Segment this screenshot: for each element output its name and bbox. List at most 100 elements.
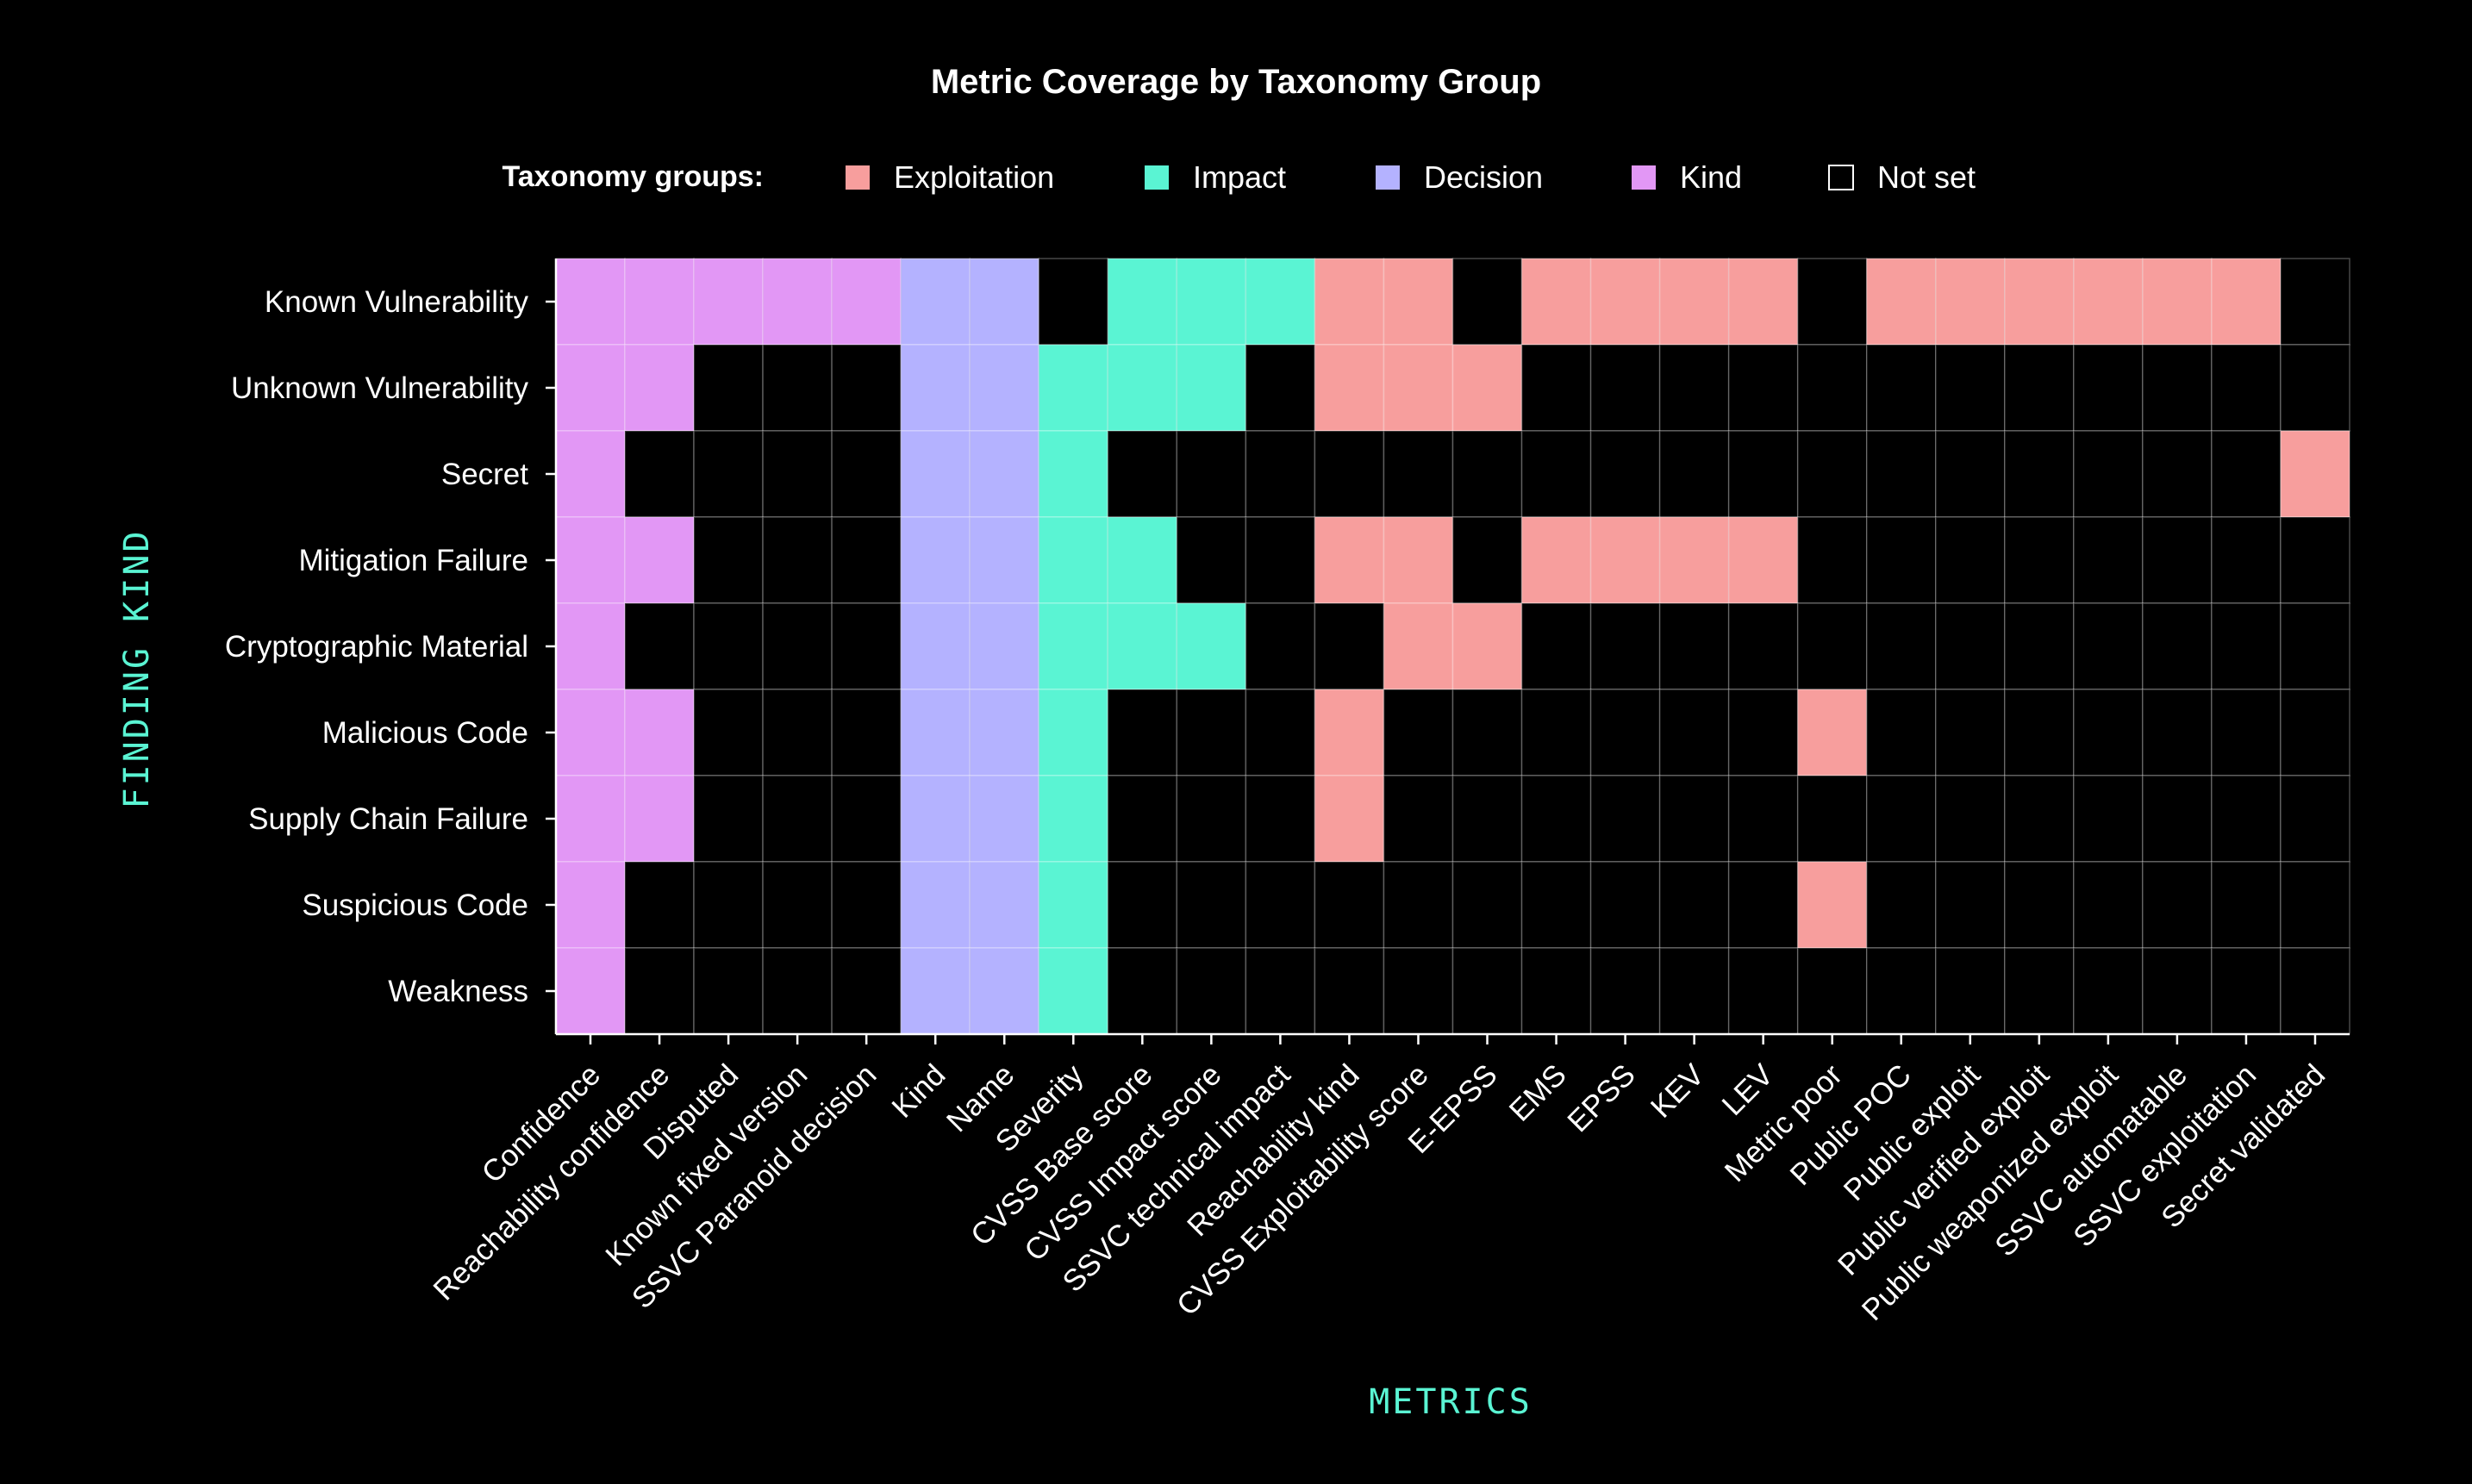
cell-known-vulnerability-ssvc-automatable: [2142, 258, 2213, 346]
axes: [546, 259, 2350, 1044]
row-label-suspicious-code: Suspicious Code: [302, 889, 528, 922]
cell-known-vulnerability-kev: [1658, 258, 1730, 346]
cell-mitigation-failure-reachability-confidence: [624, 516, 695, 604]
cell-known-vulnerability-cvss-base-score: [1107, 258, 1178, 346]
cell-weakness-ssvc-exploitation: [2211, 947, 2282, 1035]
row-label-weakness: Weakness: [388, 975, 528, 1008]
cell-cryptographic-material-kind: [900, 602, 971, 690]
cell-weakness-ssvc-paranoid-decision: [831, 947, 902, 1035]
cell-suspicious-code-severity: [1038, 861, 1109, 949]
cell-secret-metric-poor: [1796, 430, 1868, 518]
cell-supply-chain-failure-known-fixed-version: [762, 775, 833, 863]
cell-known-vulnerability-known-fixed-version: [762, 258, 833, 346]
cell-known-vulnerability-kind: [900, 258, 971, 346]
cell-supply-chain-failure-name: [969, 775, 1040, 863]
column-label-ems: EMS: [1503, 1058, 1573, 1128]
cell-known-vulnerability-reachability-confidence: [624, 258, 695, 346]
legend-label-not-set: Not set: [1877, 159, 1976, 195]
cell-suspicious-code-public-poc: [1865, 861, 1937, 949]
cell-malicious-code-e-epss: [1451, 689, 1523, 776]
cell-unknown-vulnerability-public-poc: [1865, 344, 1937, 432]
y-axis-title: FINDING KIND: [117, 529, 157, 809]
cell-suspicious-code-e-epss: [1451, 861, 1523, 949]
cell-supply-chain-failure-public-poc: [1865, 775, 1937, 863]
cell-weakness-e-epss: [1451, 947, 1523, 1035]
cell-mitigation-failure-severity: [1038, 516, 1109, 604]
cell-cryptographic-material-ssvc-exploitation: [2211, 602, 2282, 690]
cell-mitigation-failure-epss: [1589, 516, 1661, 604]
cell-cryptographic-material-ssvc-automatable: [2142, 602, 2213, 690]
cell-weakness-ssvc-technical-impact: [1245, 947, 1316, 1035]
cell-unknown-vulnerability-ssvc-exploitation: [2211, 344, 2282, 432]
cell-supply-chain-failure-reachability-kind: [1314, 775, 1385, 863]
cell-mitigation-failure-secret-validated: [2280, 516, 2350, 604]
cell-secret-confidence: [555, 430, 626, 518]
cell-suspicious-code-epss: [1589, 861, 1661, 949]
cell-suspicious-code-reachability-confidence: [624, 861, 695, 949]
cell-weakness-disputed: [693, 947, 764, 1035]
cell-mitigation-failure-kev: [1658, 516, 1730, 604]
cell-malicious-code-ems: [1520, 689, 1592, 776]
cell-unknown-vulnerability-reachability-confidence: [624, 344, 695, 432]
cell-malicious-code-kind: [900, 689, 971, 776]
cell-unknown-vulnerability-kev: [1658, 344, 1730, 432]
cell-suspicious-code-public-exploit: [1935, 861, 2006, 949]
cell-suspicious-code-secret-validated: [2280, 861, 2350, 949]
cell-unknown-vulnerability-metric-poor: [1796, 344, 1868, 432]
row-label-malicious-code: Malicious Code: [322, 716, 528, 750]
cell-unknown-vulnerability-epss: [1589, 344, 1661, 432]
cell-unknown-vulnerability-disputed: [693, 344, 764, 432]
cell-malicious-code-known-fixed-version: [762, 689, 833, 776]
cell-secret-severity: [1038, 430, 1109, 518]
cell-secret-ssvc-automatable: [2142, 430, 2213, 518]
cell-cryptographic-material-name: [969, 602, 1040, 690]
cell-cryptographic-material-ems: [1520, 602, 1592, 690]
cell-secret-ssvc-exploitation: [2211, 430, 2282, 518]
cell-suspicious-code-public-weaponized-exploit: [2073, 861, 2144, 949]
row-label-secret: Secret: [441, 458, 528, 491]
cell-weakness-reachability-confidence: [624, 947, 695, 1035]
cell-unknown-vulnerability-ssvc-automatable: [2142, 344, 2213, 432]
cell-known-vulnerability-reachability-kind: [1314, 258, 1385, 346]
legend-swatch-kind: [1632, 165, 1656, 190]
cell-unknown-vulnerability-secret-validated: [2280, 344, 2350, 432]
cell-weakness-reachability-kind: [1314, 947, 1385, 1035]
cell-suspicious-code-ssvc-paranoid-decision: [831, 861, 902, 949]
column-label-kev: KEV: [1645, 1057, 1712, 1125]
column-label-epss: EPSS: [1561, 1058, 1642, 1139]
legend-label-kind: Kind: [1680, 159, 1742, 195]
cell-malicious-code-name: [969, 689, 1040, 776]
cell-secret-public-weaponized-exploit: [2073, 430, 2144, 518]
cell-known-vulnerability-name: [969, 258, 1040, 346]
cell-cryptographic-material-ssvc-paranoid-decision: [831, 602, 902, 690]
cell-suspicious-code-ems: [1520, 861, 1592, 949]
cell-secret-lev: [1727, 430, 1799, 518]
cell-suspicious-code-lev: [1727, 861, 1799, 949]
cell-suspicious-code-ssvc-automatable: [2142, 861, 2213, 949]
cell-mitigation-failure-known-fixed-version: [762, 516, 833, 604]
cell-suspicious-code-name: [969, 861, 1040, 949]
cell-weakness-public-exploit: [1935, 947, 2006, 1035]
cell-malicious-code-public-exploit: [1935, 689, 2006, 776]
cell-malicious-code-ssvc-automatable: [2142, 689, 2213, 776]
cell-mitigation-failure-cvss-exploitability-score: [1383, 516, 1454, 604]
cell-weakness-public-verified-exploit: [2004, 947, 2075, 1035]
cell-known-vulnerability-cvss-impact-score: [1176, 258, 1247, 346]
cell-secret-e-epss: [1451, 430, 1523, 518]
cell-unknown-vulnerability-ssvc-technical-impact: [1245, 344, 1316, 432]
legend-label-decision: Decision: [1424, 159, 1543, 195]
cell-supply-chain-failure-kind: [900, 775, 971, 863]
cell-known-vulnerability-confidence: [555, 258, 626, 346]
cell-known-vulnerability-ssvc-technical-impact: [1245, 258, 1316, 346]
cell-supply-chain-failure-ssvc-paranoid-decision: [831, 775, 902, 863]
cell-known-vulnerability-metric-poor: [1796, 258, 1868, 346]
legend-swatch-decision: [1376, 165, 1400, 190]
cell-known-vulnerability-ems: [1520, 258, 1592, 346]
cell-malicious-code-lev: [1727, 689, 1799, 776]
cell-malicious-code-severity: [1038, 689, 1109, 776]
cell-secret-public-poc: [1865, 430, 1937, 518]
cell-supply-chain-failure-disputed: [693, 775, 764, 863]
cell-secret-reachability-confidence: [624, 430, 695, 518]
